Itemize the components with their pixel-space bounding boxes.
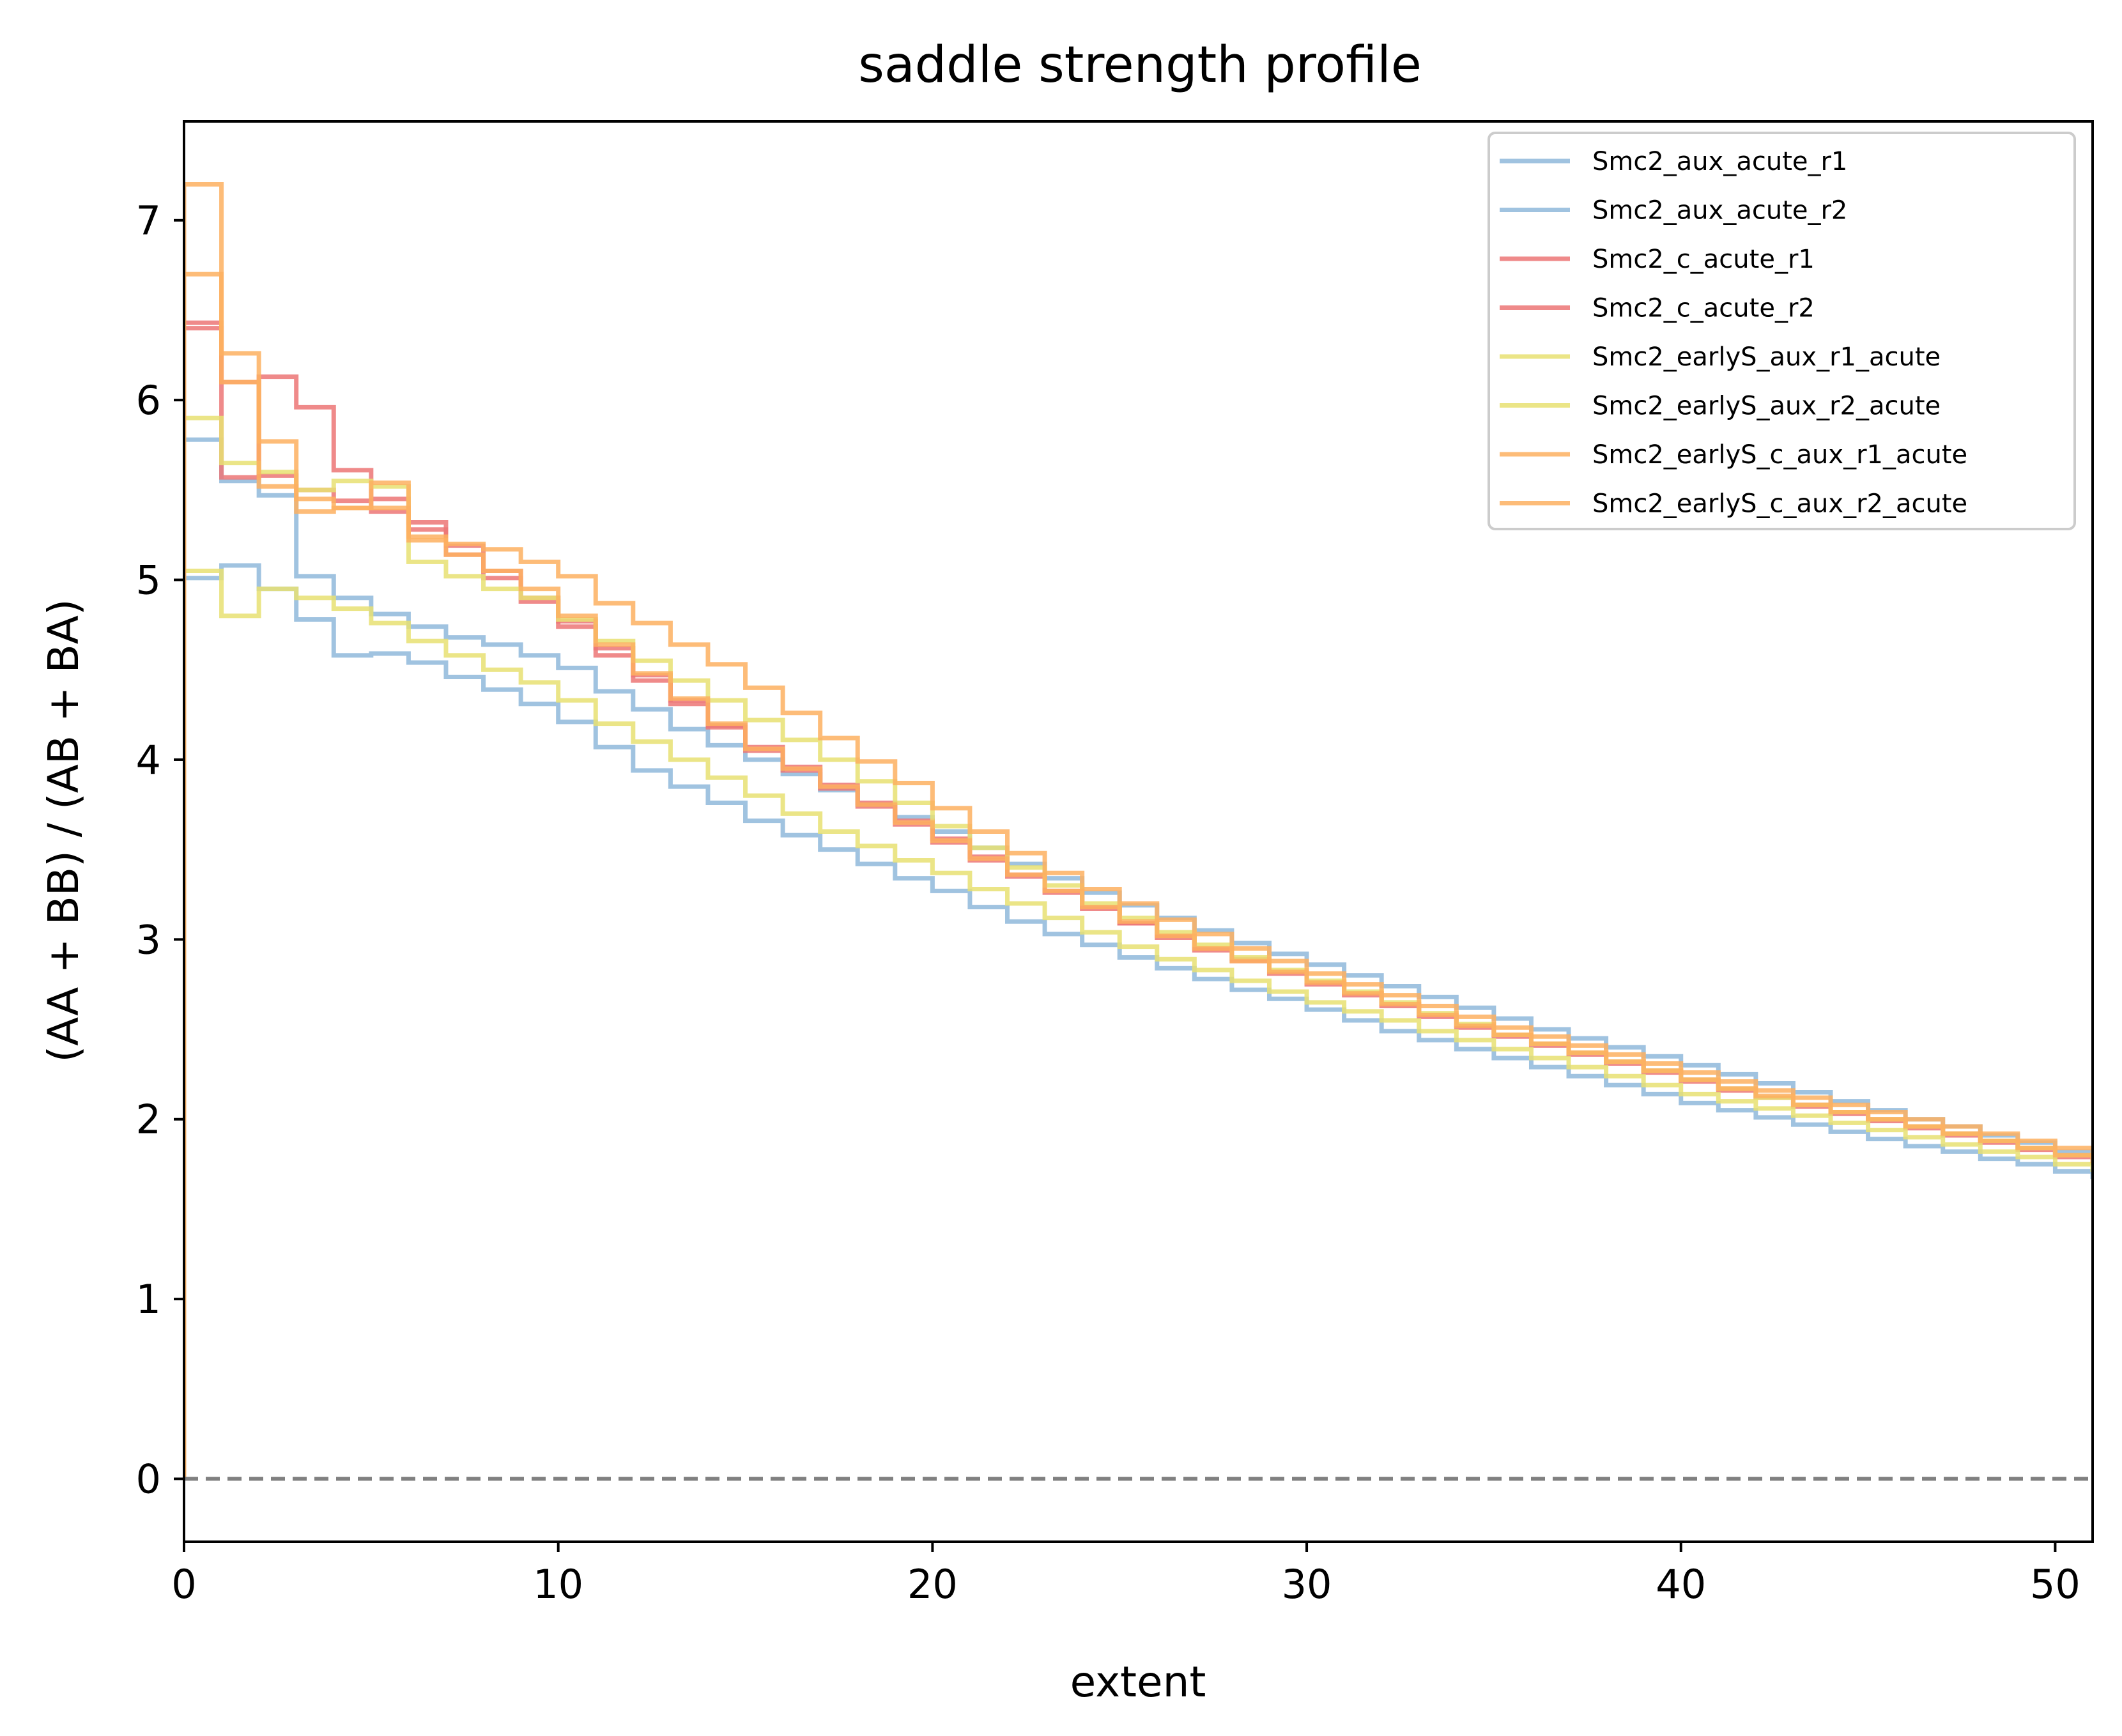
- x-tick-label: 40: [1656, 1561, 1706, 1608]
- legend-label: Smc2_aux_acute_r1: [1592, 147, 1847, 176]
- legend-label: Smc2_c_acute_r1: [1592, 245, 1815, 274]
- plot-series: [184, 181, 2093, 1479]
- x-tick-label: 0: [171, 1561, 196, 1608]
- y-tick-label: 4: [136, 737, 161, 783]
- y-tick-label: 1: [136, 1276, 161, 1323]
- y-tick-label: 7: [136, 197, 161, 244]
- x-tick-label: 30: [1282, 1561, 1332, 1608]
- chart-title: saddle strength profile: [858, 36, 1422, 94]
- plot-frame: [183, 120, 2094, 1543]
- x-tick-label: 50: [2030, 1561, 2080, 1608]
- y-tick-label: 6: [136, 377, 161, 424]
- x-tick-label: 20: [907, 1561, 958, 1608]
- y-tick-label: 0: [136, 1456, 161, 1503]
- series-line-Smc2_earlyS_aux_r2_acute: [184, 568, 2093, 1479]
- series-line-Smc2_earlyS_c_aux_r2_acute: [184, 272, 2093, 1479]
- y-axis: 0 1 2 3 4 5 6 7: [136, 197, 184, 1503]
- legend-label: Smc2_earlyS_c_aux_r2_acute: [1592, 489, 1967, 519]
- y-tick-label: 3: [136, 916, 161, 963]
- legend-label: Smc2_earlyS_aux_r1_acute: [1592, 342, 1941, 372]
- x-axis-label: extent: [1070, 1657, 1206, 1707]
- legend-label: Smc2_earlyS_c_aux_r1_acute: [1592, 440, 1967, 470]
- legend-label: Smc2_aux_acute_r2: [1592, 196, 1847, 226]
- legend: Smc2_aux_acute_r1 Smc2_aux_acute_r2 Smc2_c…: [1488, 132, 2076, 530]
- series-line-Smc2_aux_acute_r2: [184, 563, 2093, 1479]
- y-tick-label: 5: [136, 557, 161, 604]
- x-tick-label: 10: [533, 1561, 583, 1608]
- legend-label: Smc2_earlyS_aux_r2_acute: [1592, 392, 1941, 421]
- legend-box: [1488, 132, 2076, 530]
- y-axis-label: (AA + BB) / (AB + BA): [39, 599, 88, 1062]
- y-tick-label: 2: [136, 1096, 161, 1143]
- legend-label: Smc2_c_acute_r2: [1592, 294, 1815, 323]
- x-axis: 0 10 20 30 40 50: [171, 1542, 2080, 1608]
- series-line-Smc2_earlyS_c_aux_r1_acute: [184, 181, 2093, 1479]
